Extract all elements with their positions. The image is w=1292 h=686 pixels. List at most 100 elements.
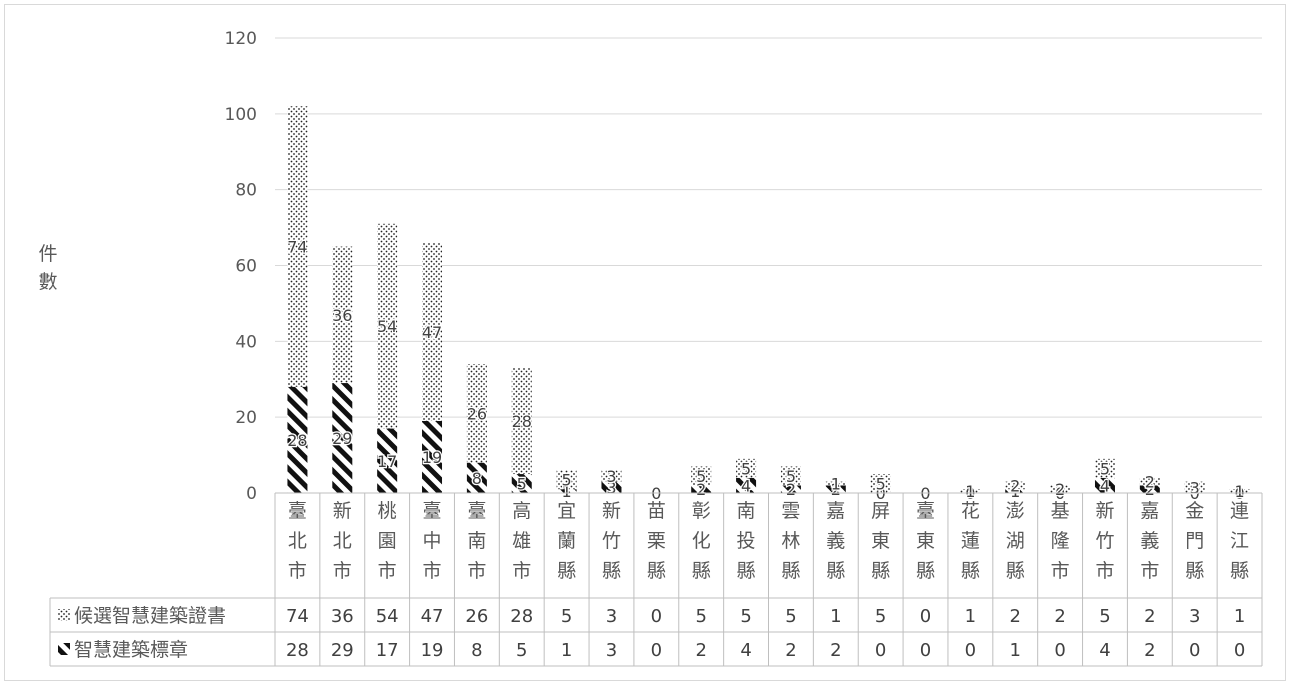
category-label: 臺中市: [423, 500, 442, 582]
table-cell-value: 2: [1010, 606, 1021, 627]
data-label-cert: 5: [1100, 459, 1110, 478]
bar-segment-cert: [1094, 458, 1115, 478]
bar-segment-cert: [1005, 481, 1026, 490]
table-cell-value: 2: [1054, 606, 1065, 627]
category-label: 澎湖縣: [1006, 500, 1025, 582]
bar-segment-mark: [1094, 477, 1115, 493]
category-label: 新竹市: [1095, 500, 1114, 582]
category-label: 桃園市: [378, 500, 397, 582]
chart-frame: [4, 4, 1286, 681]
bar-segment-mark: [601, 481, 622, 493]
bar-segment-mark: [1005, 489, 1026, 493]
data-label-cert: 28: [512, 412, 532, 431]
data-label-cert: 2: [1055, 480, 1065, 499]
data-label-cert: 5: [741, 459, 751, 478]
category-label: 南投縣: [737, 500, 756, 582]
table-cell-value: 3: [606, 606, 617, 627]
data-label-cert: 2: [1145, 473, 1155, 492]
bar-segment-mark: [466, 462, 487, 493]
table-cell-value: 47: [421, 606, 444, 627]
data-label-mark: 17: [377, 452, 397, 471]
category-label: 苗栗縣: [647, 500, 666, 582]
table-cell-value: 3: [606, 640, 617, 661]
table-cell-value: 0: [1054, 640, 1065, 661]
y-tick-label: 80: [235, 181, 257, 201]
data-label-mark: 28: [287, 431, 307, 450]
category-label: 花蓮縣: [961, 500, 980, 582]
table-cell-value: 5: [875, 606, 886, 627]
category-label: 屏東縣: [871, 500, 890, 582]
bar-segment-cert: [1184, 481, 1205, 493]
table-cell-value: 29: [331, 640, 354, 661]
data-label-mark: 2: [831, 480, 841, 499]
table-cell-value: 3: [1189, 606, 1200, 627]
table-cell-value: 1: [1010, 640, 1021, 661]
table-cell-value: 28: [510, 606, 533, 627]
table-cell-value: 1: [830, 606, 841, 627]
legend-label-cert: 候選智慧建築證書: [74, 605, 226, 627]
data-label-cert: 26: [467, 404, 487, 423]
table-cell-value: 0: [920, 606, 931, 627]
category-label: 臺東縣: [916, 500, 935, 582]
data-label-mark: 29: [332, 429, 352, 448]
bar-segment-mark: [780, 485, 801, 493]
bar-segment-mark: [825, 485, 846, 493]
category-label: 高雄市: [512, 500, 531, 582]
table-cell-value: 5: [1099, 606, 1110, 627]
data-label-mark: 1: [562, 482, 572, 501]
table-cell-value: 0: [875, 640, 886, 661]
table-cell-value: 36: [331, 606, 354, 627]
bar-segment-cert: [556, 470, 577, 490]
data-label-mark: 2: [696, 480, 706, 499]
bar-segment-cert: [1139, 477, 1160, 486]
data-label-cert: 5: [786, 467, 796, 486]
table-cell-value: 8: [471, 640, 482, 661]
category-label: 宜蘭縣: [557, 500, 576, 582]
bar-segment-mark: [422, 420, 443, 493]
data-label-cert: 54: [377, 317, 397, 336]
data-label-cert: 5: [696, 467, 706, 486]
bar-segment-cert: [736, 458, 757, 478]
bar-segment-cert: [466, 364, 487, 463]
table-cell-value: 2: [1144, 606, 1155, 627]
table-cell-value: 5: [561, 606, 572, 627]
bar-segment-cert: [825, 481, 846, 486]
bar-segment-cert: [422, 242, 443, 421]
table-cell-value: 28: [286, 640, 309, 661]
category-label: 新竹縣: [602, 500, 621, 582]
bar-segment-mark: [1139, 485, 1160, 493]
y-tick-label: 100: [225, 105, 257, 125]
y-axis-label: 件數: [38, 243, 58, 293]
bar-segment-cert: [511, 367, 532, 475]
table-cell-value: 26: [465, 606, 488, 627]
table-cell-value: 0: [965, 640, 976, 661]
data-label-cert: 2: [1010, 476, 1020, 495]
bar-segment-cert: [1050, 485, 1071, 493]
y-tick-label: 120: [225, 29, 257, 49]
category-label: 金門縣: [1185, 500, 1204, 582]
category-label: 連江縣: [1230, 500, 1249, 582]
data-label-cert: 36: [332, 306, 352, 325]
table-cell-value: 5: [516, 640, 527, 661]
y-tick-label: 60: [235, 257, 257, 277]
table-cell-value: 54: [376, 606, 399, 627]
category-label: 雲林縣: [781, 500, 800, 582]
bar-segment-cert: [691, 466, 712, 486]
category-label: 臺南市: [467, 500, 486, 582]
data-label-cert: 1: [1234, 482, 1244, 501]
bar-segment-cert: [870, 474, 891, 493]
bar-segment-mark: [511, 474, 532, 493]
bar-segment-mark: [332, 383, 353, 493]
data-label-mark: 19: [422, 448, 442, 467]
table-cell-value: 2: [830, 640, 841, 661]
table-cell-value: 4: [1099, 640, 1110, 661]
legend-key-cert: [58, 609, 70, 621]
data-label-mark: 4: [741, 476, 751, 495]
data-label-cert: 5: [562, 471, 572, 490]
data-label-cert: 3: [1190, 478, 1200, 497]
y-tick-label: 0: [246, 484, 257, 504]
category-label: 嘉義縣: [826, 500, 845, 582]
category-label: 新北市: [333, 500, 352, 582]
table-cell-value: 74: [286, 606, 309, 627]
